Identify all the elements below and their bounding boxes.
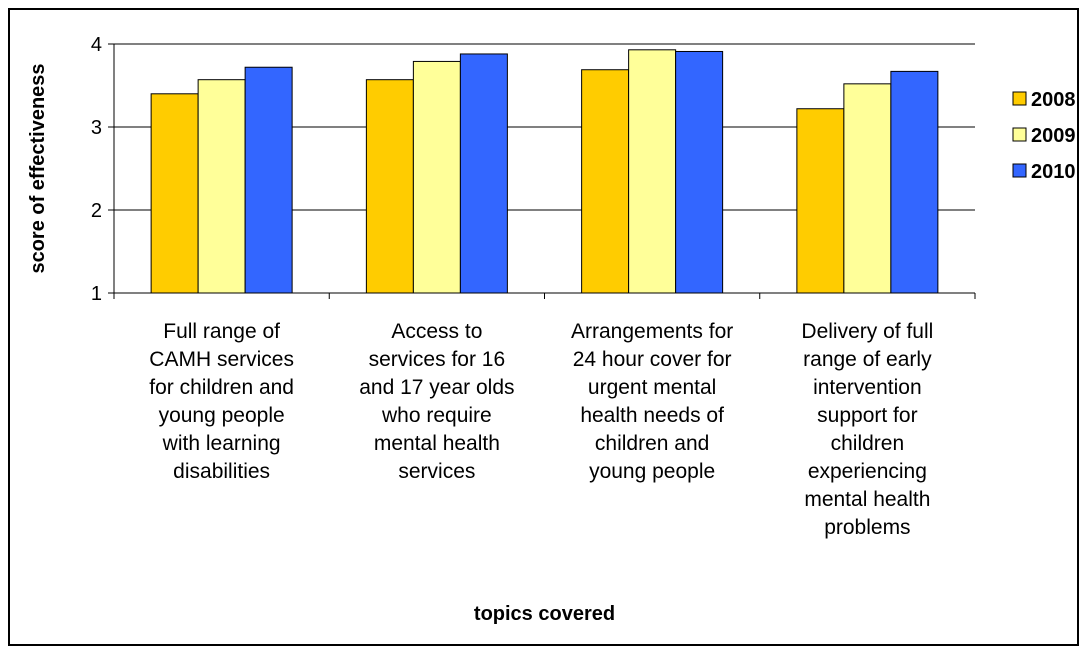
bar xyxy=(843,83,892,294)
bar xyxy=(890,70,939,294)
bar-chart: 1 2 3 4 Full range of CAMH services for childr… xyxy=(27,34,1076,625)
x-axis-title: topics covered xyxy=(474,603,615,625)
bar xyxy=(459,53,508,294)
y-tick-label: 3 xyxy=(91,117,102,139)
y-tick-label: 4 xyxy=(91,34,102,56)
bar xyxy=(197,79,246,294)
bar xyxy=(412,60,461,294)
chart-frame: 1 2 3 4 Full range of CAMH services for childr… xyxy=(8,8,1079,646)
x-tick-label: Arrangements for 24 hour cover for urgent … xyxy=(571,320,733,483)
legend-label: 2008 xyxy=(1031,89,1076,111)
bar xyxy=(581,69,630,294)
legend-swatch xyxy=(1012,127,1027,142)
x-tick-label: Delivery of full range of early interventi… xyxy=(801,320,933,539)
y-axis-title: score of effectiveness xyxy=(27,63,49,273)
bar xyxy=(675,50,724,294)
bar xyxy=(244,66,293,294)
bar xyxy=(365,79,414,294)
bar xyxy=(628,49,677,294)
x-tick-label: Full range of CAMH services for children a… xyxy=(149,320,294,483)
bar xyxy=(796,108,845,294)
bar xyxy=(150,93,199,294)
legend-swatch xyxy=(1012,91,1027,106)
x-tick-label: Access to services for 16 and 17 year olds… xyxy=(359,320,514,483)
legend-label: 2009 xyxy=(1031,125,1076,147)
y-tick-label: 1 xyxy=(91,283,102,305)
legend-label: 2010 xyxy=(1031,161,1076,183)
y-tick-label: 2 xyxy=(91,200,102,222)
legend-swatch xyxy=(1012,163,1027,178)
